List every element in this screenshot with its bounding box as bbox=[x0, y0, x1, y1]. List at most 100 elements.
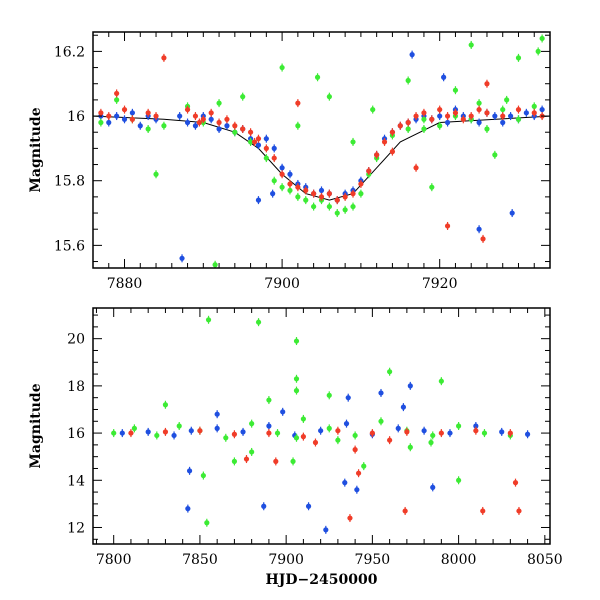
data-point bbox=[111, 430, 117, 436]
data-point bbox=[397, 123, 403, 129]
data-point bbox=[358, 191, 364, 197]
data-point bbox=[188, 428, 194, 434]
y-tick-label: 14 bbox=[67, 473, 85, 489]
data-point bbox=[121, 106, 128, 113]
data-point bbox=[305, 503, 312, 509]
data-point bbox=[243, 456, 250, 462]
data-point bbox=[255, 142, 262, 148]
x-tick-label: 8000 bbox=[441, 552, 477, 568]
data-point bbox=[240, 429, 246, 435]
data-point bbox=[428, 439, 434, 446]
data-point bbox=[200, 472, 206, 479]
data-point bbox=[456, 423, 462, 429]
data-point bbox=[145, 429, 151, 435]
x-tick-label: 7920 bbox=[422, 276, 458, 292]
data-point bbox=[247, 129, 254, 135]
data-point bbox=[177, 113, 183, 119]
series-2 bbox=[128, 426, 522, 523]
data-point bbox=[499, 429, 505, 435]
data-point bbox=[184, 106, 191, 113]
data-point bbox=[480, 236, 486, 242]
data-point bbox=[137, 123, 143, 129]
data-point bbox=[429, 116, 435, 122]
data-point bbox=[516, 508, 522, 514]
data-point bbox=[318, 428, 324, 434]
x-tick-label: 7880 bbox=[107, 276, 143, 292]
data-point bbox=[405, 77, 411, 84]
plot-frame bbox=[92, 31, 551, 269]
y-axis-label: Magnitude bbox=[28, 107, 44, 192]
y-tick-label: 16 bbox=[67, 109, 85, 125]
data-point bbox=[279, 165, 285, 171]
data-point bbox=[232, 123, 238, 129]
data-point bbox=[484, 110, 490, 116]
data-point bbox=[508, 113, 514, 119]
data-point bbox=[303, 197, 309, 203]
data-point bbox=[326, 94, 332, 100]
data-point bbox=[473, 423, 479, 429]
data-point bbox=[345, 395, 351, 401]
data-point bbox=[358, 181, 364, 187]
data-point bbox=[409, 52, 415, 58]
data-point bbox=[539, 35, 545, 42]
data-point bbox=[366, 168, 372, 174]
data-point bbox=[400, 404, 407, 410]
data-point bbox=[381, 139, 388, 145]
data-point bbox=[531, 103, 537, 109]
x-tick-label: 7800 bbox=[96, 552, 132, 568]
data-point bbox=[444, 119, 451, 126]
data-point bbox=[311, 203, 317, 210]
data-point bbox=[335, 437, 341, 443]
top-panel: 7880 7900 7920 15.6 15.8 16 16.2 Magnitude bbox=[28, 31, 551, 292]
data-point bbox=[387, 369, 393, 375]
data-point bbox=[476, 226, 482, 232]
data-point bbox=[438, 378, 444, 384]
data-point bbox=[500, 119, 506, 126]
y-tick-label: 16.2 bbox=[54, 44, 85, 60]
data-point bbox=[407, 383, 413, 389]
series-0 bbox=[119, 381, 531, 534]
data-point bbox=[295, 100, 301, 106]
data-point bbox=[200, 116, 206, 122]
data-point bbox=[114, 97, 120, 103]
data-point bbox=[430, 484, 436, 490]
data-point bbox=[484, 126, 490, 132]
data-point bbox=[342, 194, 348, 200]
data-point bbox=[421, 126, 427, 132]
data-point bbox=[407, 444, 413, 450]
plot-area bbox=[111, 315, 531, 534]
data-point bbox=[350, 139, 356, 145]
data-point bbox=[300, 416, 306, 422]
data-point bbox=[389, 149, 396, 155]
data-point bbox=[378, 418, 384, 424]
y-tick-label: 20 bbox=[67, 332, 85, 348]
data-point bbox=[216, 126, 222, 132]
data-point bbox=[402, 508, 408, 514]
data-point bbox=[184, 119, 191, 126]
data-point bbox=[290, 458, 296, 464]
data-point bbox=[444, 113, 451, 119]
data-point bbox=[405, 126, 411, 132]
data-point bbox=[413, 113, 419, 119]
data-point bbox=[295, 123, 301, 129]
data-point bbox=[352, 432, 358, 439]
data-point bbox=[481, 430, 488, 436]
data-point bbox=[106, 113, 112, 119]
data-point bbox=[129, 116, 135, 122]
data-point bbox=[145, 126, 151, 132]
data-point bbox=[335, 428, 341, 434]
data-point bbox=[492, 113, 498, 119]
data-point bbox=[421, 116, 427, 122]
data-point bbox=[326, 425, 332, 431]
data-point bbox=[515, 106, 522, 113]
data-point bbox=[263, 136, 269, 142]
data-point bbox=[509, 210, 515, 216]
data-point bbox=[524, 431, 531, 437]
data-point bbox=[504, 97, 510, 103]
data-point bbox=[342, 207, 348, 213]
data-point bbox=[334, 210, 340, 216]
data-point bbox=[476, 119, 482, 126]
data-point bbox=[280, 409, 286, 415]
x-tick-label: 7900 bbox=[268, 552, 304, 568]
